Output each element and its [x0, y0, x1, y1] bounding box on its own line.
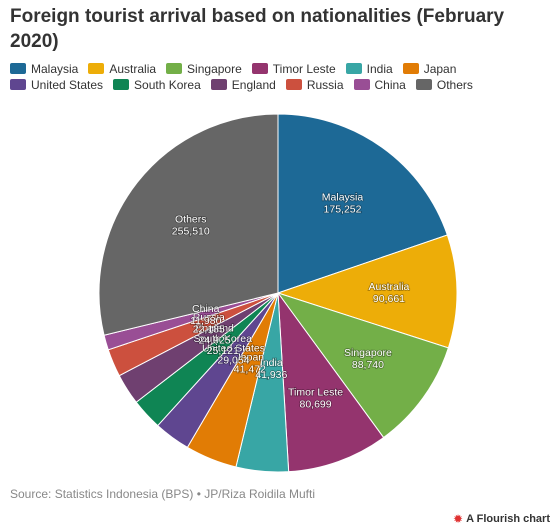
legend-swatch [353, 79, 370, 90]
legend-label: Russia [306, 77, 344, 92]
legend-label: England [231, 77, 276, 92]
legend-item[interactable]: England [210, 77, 276, 92]
legend-item[interactable]: United States [10, 77, 104, 92]
slice-label: Malaysia 175,252 [322, 192, 364, 216]
legend-item[interactable]: India [345, 61, 393, 76]
legend-swatch [210, 79, 227, 90]
flourish-logo-icon: ✹ [453, 512, 464, 526]
pie-slice[interactable] [277, 113, 448, 294]
legend-label: Japan [423, 61, 457, 76]
pie-slice[interactable] [276, 292, 450, 439]
legend-item[interactable]: Australia [88, 61, 157, 76]
legend-item[interactable]: Russia [285, 77, 344, 92]
legend-label: Australia [109, 61, 157, 76]
slice-label: England 24,925 [195, 322, 234, 346]
legend-label: Others [436, 77, 473, 92]
slice-label: Japan 41,472 [234, 352, 266, 376]
legend-label: Malaysia [31, 61, 79, 76]
pie-slice[interactable] [276, 234, 458, 349]
source-note: Source: Statistics Indonesia (BPS) • JP/… [10, 487, 315, 501]
legend-swatch [285, 79, 302, 90]
pie-slice[interactable] [98, 113, 279, 336]
slice-label: Singapore 88,740 [344, 347, 392, 371]
legend-label: United States [31, 77, 104, 92]
legend-swatch [113, 79, 130, 90]
slice-label: Australia 90,661 [369, 281, 410, 305]
pie-slice[interactable] [277, 291, 385, 473]
slice-label: Russia 22,185 [193, 311, 225, 335]
legend-label: Timor Leste [272, 61, 336, 76]
legend-swatch [251, 63, 268, 74]
brand-label: A Flourish chart [466, 513, 550, 525]
legend-swatch [166, 63, 183, 74]
legend-swatch [345, 63, 362, 74]
pie-chart: Malaysia 175,252 Australia 90,661 Singapore 8… [98, 113, 458, 473]
legend-swatch [415, 79, 432, 90]
legend-item[interactable]: China [353, 77, 406, 92]
slice-label: China 11,980 [190, 303, 221, 327]
legend-item[interactable]: Japan [402, 61, 457, 76]
legend-swatch [88, 63, 105, 74]
slice-label: Timor Leste 80,699 [288, 386, 343, 410]
legend-item[interactable]: Singapore [166, 61, 242, 76]
legend-item[interactable]: Malaysia [10, 61, 79, 76]
legend-item[interactable]: South Korea [113, 77, 201, 92]
legend-swatch [10, 79, 26, 90]
legend-label: South Korea [134, 77, 201, 92]
legend-swatch [402, 63, 419, 74]
legend-item[interactable]: Timor Leste [251, 61, 336, 76]
slice-label: India 41,936 [255, 357, 287, 381]
legend-label: Singapore [187, 61, 242, 76]
legend-label: India [366, 61, 393, 76]
slice-label: United States 29,054 [202, 343, 265, 367]
flourish-brand-link[interactable]: ✹ A Flourish chart [453, 512, 550, 526]
chart-title: Foreign tourist arrival based on nationa… [10, 6, 505, 52]
slice-label: Others 255,510 [172, 213, 210, 237]
legend-item[interactable]: Others [415, 77, 473, 92]
legend-swatch [10, 63, 26, 74]
legend-label: China [374, 77, 406, 92]
legend: Malaysia Australia Singapore Timor Leste Ind… [10, 61, 550, 92]
slice-label: South Korea 25,121 [194, 333, 253, 357]
